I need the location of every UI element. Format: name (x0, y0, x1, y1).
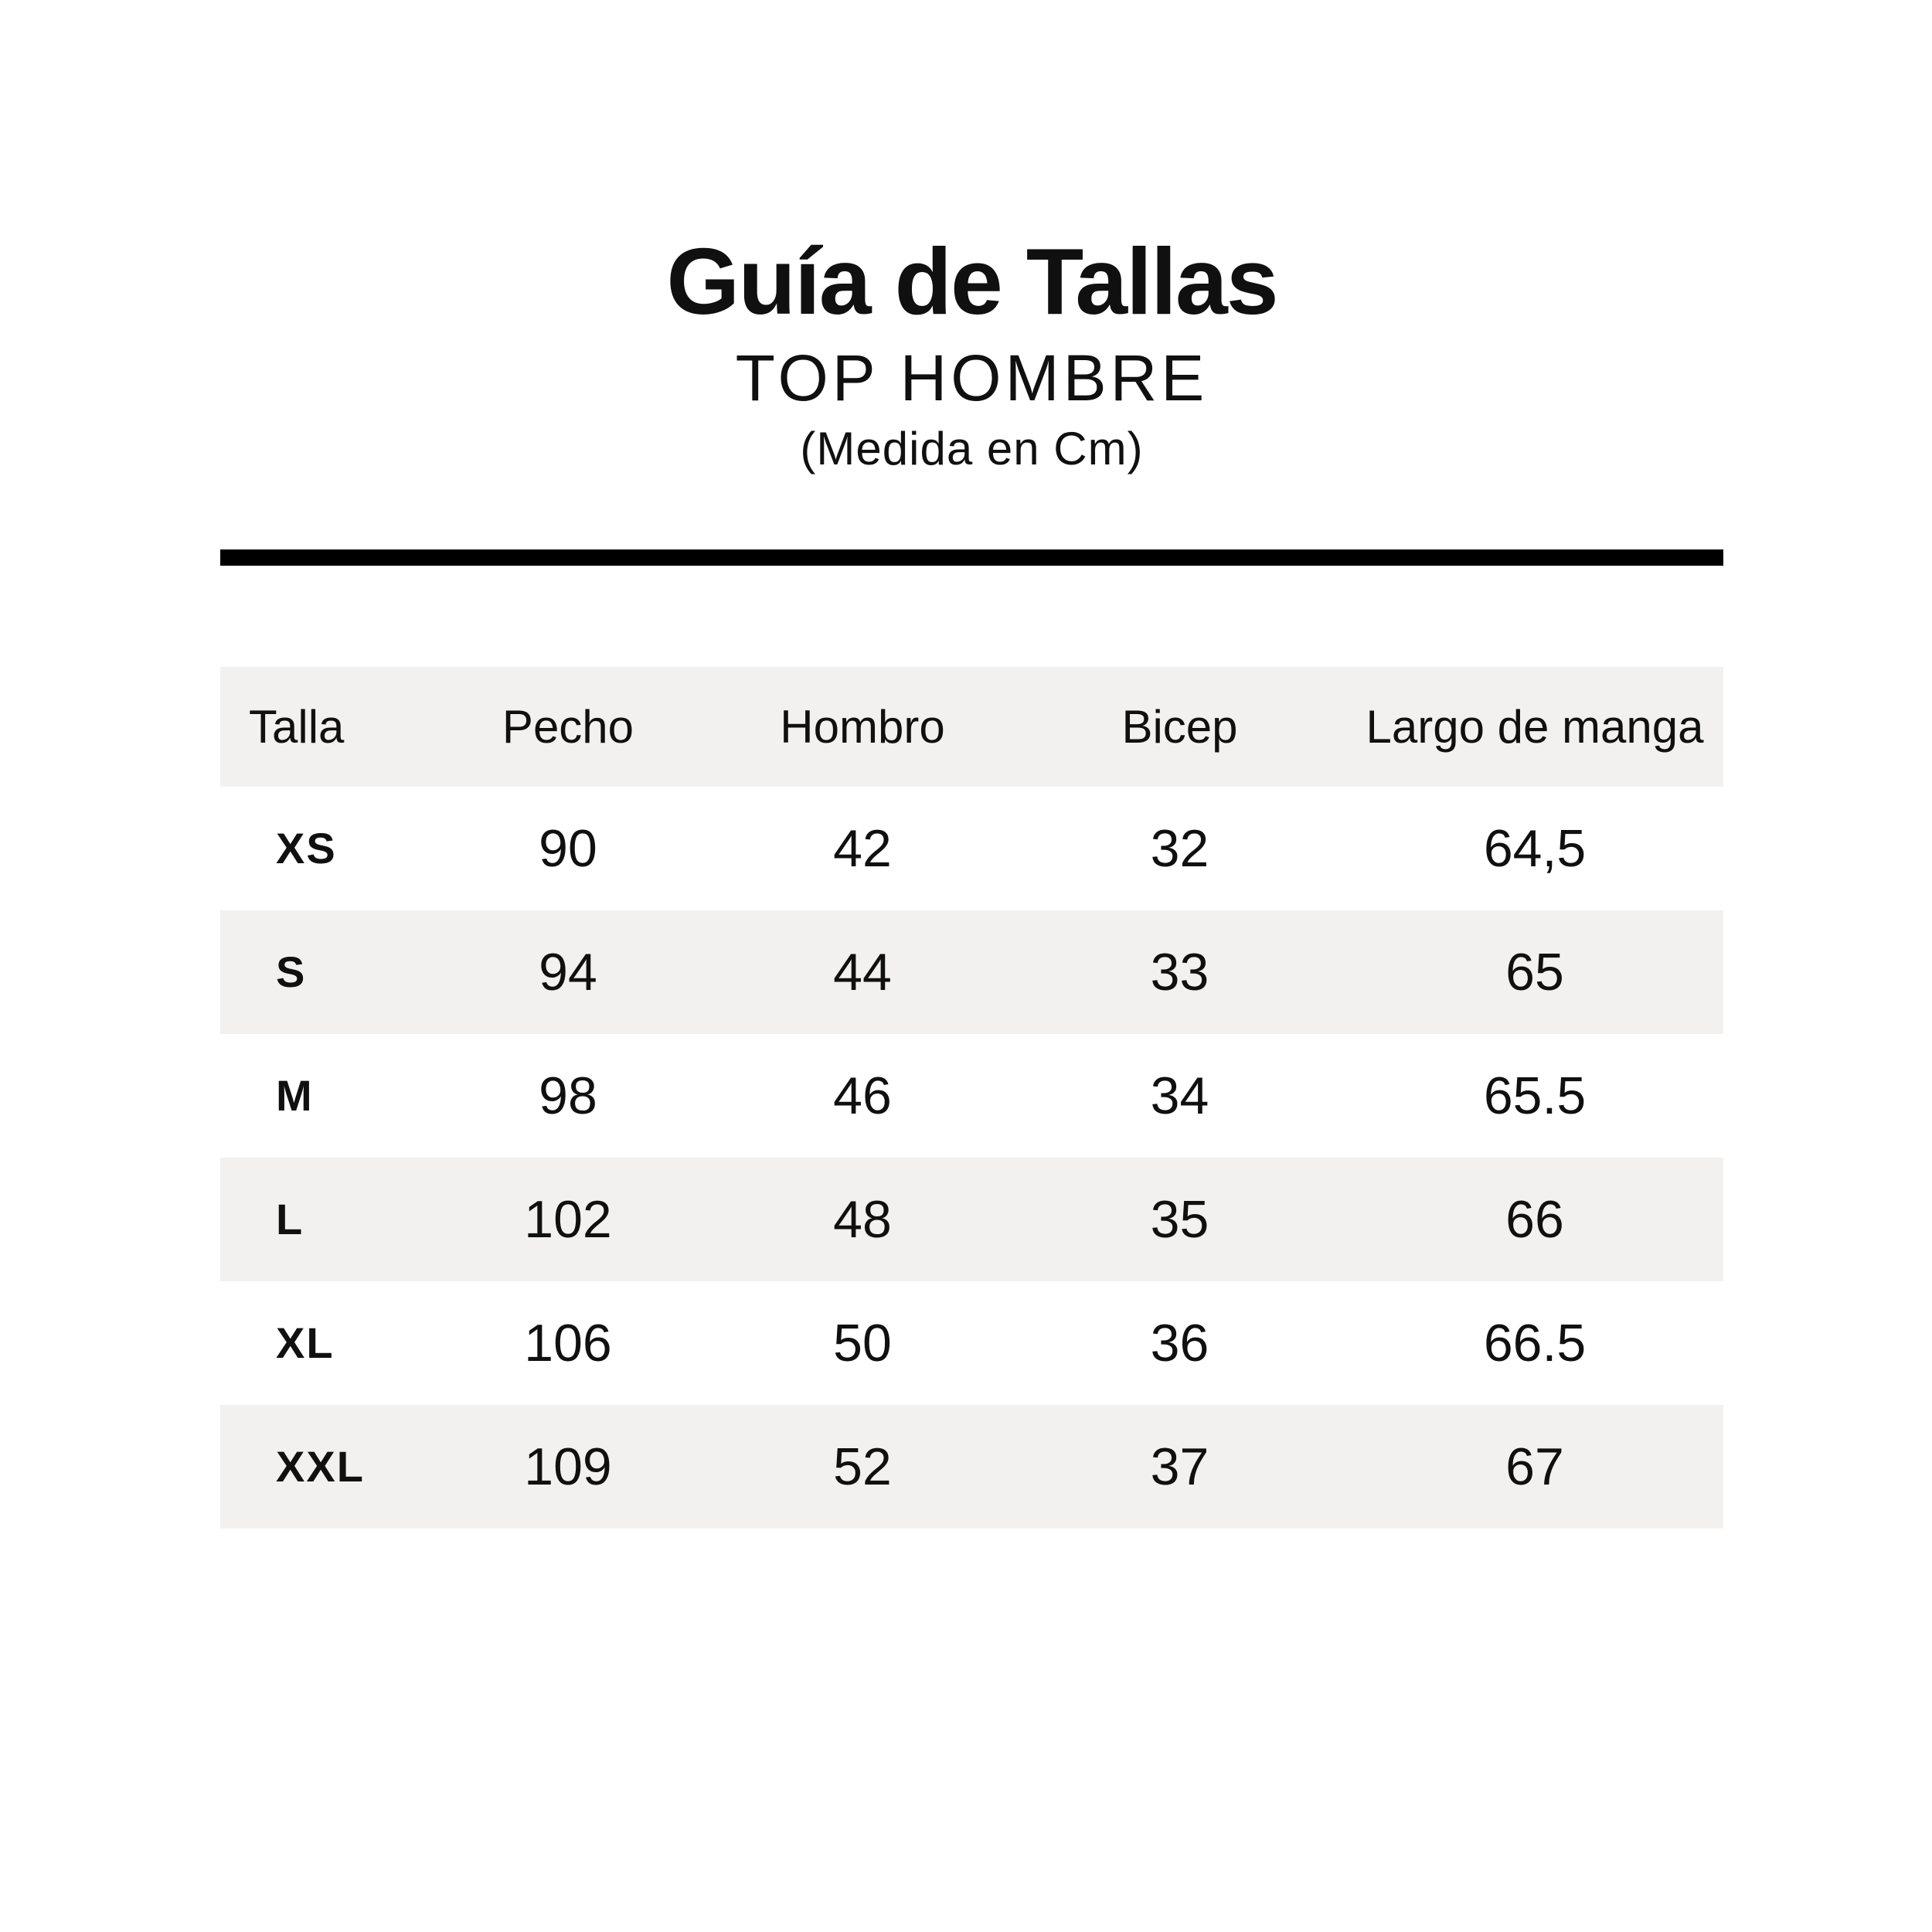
divider-bar (220, 549, 1723, 566)
size-guide: Guía de Tallas TOP HOMBRE (Medida en Cm)… (220, 0, 1723, 1529)
cell-hombro: 52 (833, 1437, 892, 1496)
page-subtitle: TOP HOMBRE (735, 342, 1209, 414)
column-header-hombro: Hombro (780, 700, 945, 753)
cell-size: XXL (276, 1442, 365, 1491)
table-row: L 102 48 35 66 (220, 1158, 1723, 1281)
column-header-talla: Talla (249, 700, 345, 753)
cell-bicep: 36 (1150, 1314, 1209, 1372)
cell-pecho: 98 (539, 1066, 597, 1125)
cell-largo: 67 (1505, 1437, 1564, 1496)
cell-largo: 65.5 (1483, 1066, 1587, 1125)
page-title: Guía de Tallas (666, 229, 1278, 334)
cell-hombro: 42 (833, 819, 892, 878)
cell-size: M (276, 1071, 314, 1120)
cell-bicep: 33 (1150, 943, 1209, 1002)
cell-largo: 66 (1505, 1190, 1564, 1249)
table-row: S 94 44 33 65 (220, 910, 1723, 1034)
cell-bicep: 37 (1150, 1437, 1209, 1496)
cell-hombro: 44 (833, 943, 892, 1002)
table-row: M 98 46 34 65.5 (220, 1034, 1723, 1158)
cell-largo: 64,5 (1483, 819, 1587, 878)
size-table: Talla Pecho Hombro Bicep Largo de manga … (220, 667, 1723, 1529)
column-header-pecho: Pecho (502, 700, 634, 753)
cell-pecho: 109 (524, 1437, 612, 1496)
cell-size: S (276, 947, 307, 996)
cell-size: XS (276, 824, 337, 872)
column-header-bicep: Bicep (1121, 700, 1238, 753)
cell-pecho: 106 (524, 1314, 612, 1372)
cell-size: L (276, 1195, 304, 1243)
cell-largo: 65 (1505, 943, 1564, 1002)
table-row: XS 90 42 32 64,5 (220, 787, 1723, 910)
column-header-largo: Largo de manga (1366, 700, 1704, 753)
cell-hombro: 48 (833, 1190, 892, 1249)
title-block: Guía de Tallas TOP HOMBRE (Medida en Cm) (220, 234, 1723, 472)
cell-hombro: 46 (833, 1066, 892, 1125)
cell-pecho: 90 (539, 819, 597, 878)
cell-hombro: 50 (833, 1314, 892, 1372)
unit-note: (Medida en Cm) (800, 423, 1144, 474)
cell-pecho: 102 (524, 1190, 612, 1249)
table-header-row: Talla Pecho Hombro Bicep Largo de manga (220, 667, 1723, 787)
cell-bicep: 32 (1150, 819, 1209, 878)
cell-pecho: 94 (539, 943, 597, 1002)
cell-bicep: 34 (1150, 1066, 1209, 1125)
cell-bicep: 35 (1150, 1190, 1209, 1249)
table-row: XXL 109 52 37 67 (220, 1405, 1723, 1529)
cell-size: XL (276, 1318, 335, 1367)
cell-largo: 66.5 (1483, 1314, 1587, 1372)
table-row: XL 106 50 36 66.5 (220, 1281, 1723, 1405)
